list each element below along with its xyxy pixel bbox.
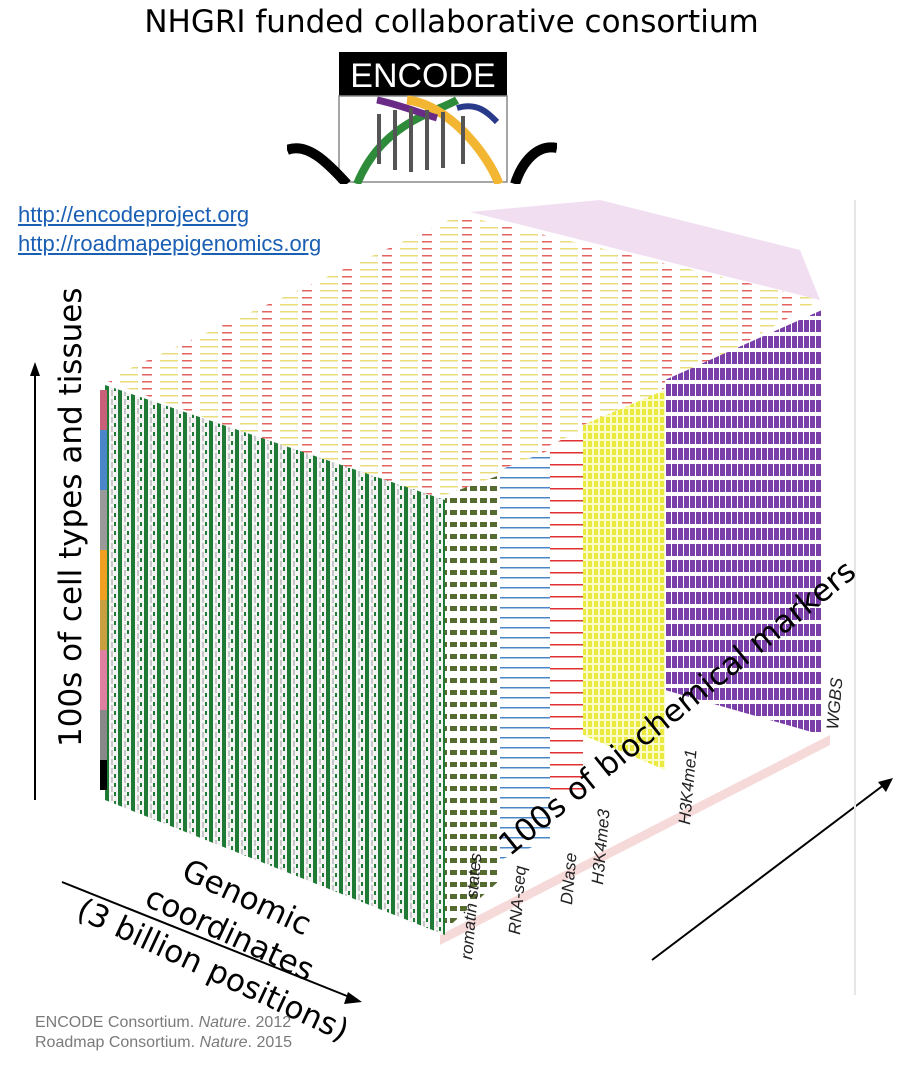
cube-top-face <box>105 215 820 510</box>
citation-encode: ENCODE Consortium. Nature. 2012 <box>35 1013 292 1033</box>
roadmap-epigenomics-link[interactable]: http://roadmapepigenomics.org <box>18 231 322 256</box>
cube-front-face <box>105 385 445 935</box>
label-h3k4me3: H3K4me3 <box>588 808 614 886</box>
citation-year: . 2012 <box>246 1014 292 1031</box>
links: http://encodeproject.org http://roadmape… <box>18 200 321 258</box>
citations: ENCODE Consortium. Nature. 2012 Roadmap … <box>35 1013 292 1053</box>
label-wgbs: WGBS <box>823 676 847 730</box>
encode-project-link[interactable]: http://encodeproject.org <box>18 202 250 227</box>
axis-biochemical-arrow <box>651 783 886 961</box>
citation-roadmap: Roadmap Consortium. Nature. 2015 <box>35 1033 292 1053</box>
label-dnase: DNase <box>557 852 580 905</box>
citation-journal: Nature <box>198 1014 247 1031</box>
axis-cell-types-label: 100s of cell types and tissues <box>53 287 89 747</box>
citation-source: Roadmap Consortium. <box>35 1034 200 1051</box>
layer-h3k4me3-face <box>583 390 665 770</box>
logo-text: ENCODE <box>350 57 495 95</box>
encode-logo: ENCODE <box>287 52 557 184</box>
layer-wgbs-face <box>665 310 822 735</box>
citation-year: . 2015 <box>247 1034 293 1051</box>
layer-dnase-face <box>550 430 583 800</box>
citation-source: ENCODE Consortium. <box>35 1014 199 1031</box>
axis-genomic-arrow <box>61 881 353 999</box>
label-rna-seq: RNA-seq <box>505 864 530 935</box>
layer-rnaseq-face <box>500 450 550 860</box>
logo-banner <box>339 52 507 96</box>
page-title: NHGRI funded collaborative consortium <box>144 4 759 40</box>
layer-chromatin-face <box>445 475 500 930</box>
label-h3k4me1: H3K4me1 <box>675 748 701 825</box>
citation-journal: Nature <box>199 1034 248 1051</box>
